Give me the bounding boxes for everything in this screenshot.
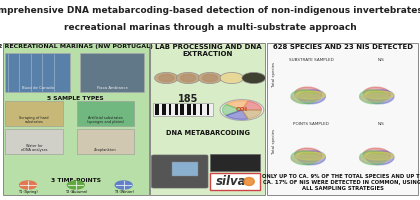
Circle shape bbox=[202, 74, 218, 82]
Ellipse shape bbox=[295, 87, 322, 101]
Text: Comprehensive DNA metabarcoding-based detection of non-indigenous invertebrates : Comprehensive DNA metabarcoding-based de… bbox=[0, 6, 420, 15]
Polygon shape bbox=[226, 110, 248, 119]
FancyBboxPatch shape bbox=[186, 104, 191, 115]
FancyBboxPatch shape bbox=[77, 129, 134, 154]
FancyBboxPatch shape bbox=[162, 104, 166, 115]
Circle shape bbox=[159, 74, 174, 82]
Ellipse shape bbox=[360, 90, 386, 104]
Text: NIS: NIS bbox=[378, 58, 385, 62]
Ellipse shape bbox=[360, 155, 389, 163]
Text: Total species: Total species bbox=[273, 62, 276, 87]
Text: DNA METABARCODING: DNA METABARCODING bbox=[166, 130, 250, 136]
Text: Total species: Total species bbox=[273, 129, 276, 154]
Circle shape bbox=[220, 100, 264, 120]
FancyBboxPatch shape bbox=[3, 43, 149, 195]
Ellipse shape bbox=[299, 151, 326, 165]
Ellipse shape bbox=[364, 152, 394, 160]
Text: Artificial substrates
(sponges and plates): Artificial substrates (sponges and plate… bbox=[87, 116, 124, 124]
Ellipse shape bbox=[367, 151, 394, 165]
Circle shape bbox=[20, 181, 37, 189]
FancyBboxPatch shape bbox=[77, 101, 134, 126]
FancyBboxPatch shape bbox=[210, 173, 260, 190]
Text: 3 TIME-POINTS: 3 TIME-POINTS bbox=[51, 178, 101, 183]
Ellipse shape bbox=[363, 148, 390, 162]
Text: Fiaxa Ambiance: Fiaxa Ambiance bbox=[97, 86, 128, 90]
Text: COI: COI bbox=[236, 107, 248, 112]
Text: T3 (Winter): T3 (Winter) bbox=[114, 190, 134, 194]
Text: NIS: NIS bbox=[378, 122, 385, 126]
Text: 5 SAMPLE TYPES: 5 SAMPLE TYPES bbox=[47, 96, 104, 101]
FancyBboxPatch shape bbox=[207, 104, 209, 115]
Ellipse shape bbox=[295, 148, 322, 162]
FancyBboxPatch shape bbox=[155, 104, 160, 115]
Polygon shape bbox=[242, 110, 262, 119]
Ellipse shape bbox=[291, 94, 321, 102]
Circle shape bbox=[155, 72, 178, 84]
Text: Water for
eDNA analyses: Water for eDNA analyses bbox=[21, 144, 47, 152]
Text: 2 RECREATIONAL MARINAS (NW PORTUGAL): 2 RECREATIONAL MARINAS (NW PORTUGAL) bbox=[0, 44, 153, 49]
FancyBboxPatch shape bbox=[267, 43, 418, 195]
Text: 185: 185 bbox=[178, 94, 199, 104]
Polygon shape bbox=[242, 101, 262, 110]
FancyBboxPatch shape bbox=[80, 53, 144, 92]
Ellipse shape bbox=[296, 91, 325, 99]
Ellipse shape bbox=[360, 151, 386, 165]
Text: T2 (Autumn): T2 (Autumn) bbox=[65, 190, 87, 194]
Ellipse shape bbox=[364, 91, 394, 99]
FancyBboxPatch shape bbox=[175, 104, 178, 115]
FancyBboxPatch shape bbox=[180, 104, 184, 115]
Ellipse shape bbox=[291, 90, 318, 104]
Text: LAB PROCESSING AND DNA
EXTRACTION: LAB PROCESSING AND DNA EXTRACTION bbox=[155, 44, 261, 57]
Ellipse shape bbox=[299, 90, 326, 104]
Text: 628 SPECIES AND 23 NIS DETECTED: 628 SPECIES AND 23 NIS DETECTED bbox=[273, 44, 412, 50]
FancyBboxPatch shape bbox=[200, 104, 202, 115]
Text: recreational marinas through a multi-substrate approach: recreational marinas through a multi-sub… bbox=[63, 23, 357, 32]
Circle shape bbox=[220, 72, 244, 84]
Polygon shape bbox=[226, 101, 248, 110]
Ellipse shape bbox=[291, 155, 321, 163]
Ellipse shape bbox=[296, 152, 325, 160]
FancyBboxPatch shape bbox=[153, 103, 213, 116]
Circle shape bbox=[181, 74, 196, 82]
Ellipse shape bbox=[291, 151, 318, 165]
Circle shape bbox=[198, 72, 222, 84]
Circle shape bbox=[176, 72, 200, 84]
Circle shape bbox=[242, 72, 265, 84]
FancyBboxPatch shape bbox=[150, 43, 265, 195]
FancyBboxPatch shape bbox=[5, 53, 70, 92]
Text: Zooplankton: Zooplankton bbox=[94, 148, 117, 152]
Text: SUBSTRATE SAMPLED: SUBSTRATE SAMPLED bbox=[289, 58, 333, 62]
Text: silva: silva bbox=[216, 175, 247, 188]
FancyBboxPatch shape bbox=[5, 101, 63, 126]
Circle shape bbox=[67, 181, 84, 189]
FancyBboxPatch shape bbox=[168, 104, 171, 115]
Text: ONLY UP TO CA. 9% OF THE TOTAL SPECIES AND UP TO
CA. 17% OF NIS WERE DETECTED IN: ONLY UP TO CA. 9% OF THE TOTAL SPECIES A… bbox=[262, 174, 420, 191]
Polygon shape bbox=[222, 104, 242, 116]
Text: Buxo de Canado: Buxo de Canado bbox=[22, 86, 54, 90]
Ellipse shape bbox=[244, 178, 255, 186]
Ellipse shape bbox=[360, 94, 389, 102]
Text: T1 (Spring): T1 (Spring) bbox=[18, 190, 38, 194]
Ellipse shape bbox=[367, 90, 394, 104]
FancyBboxPatch shape bbox=[152, 155, 208, 188]
Circle shape bbox=[115, 181, 132, 189]
Ellipse shape bbox=[363, 87, 390, 101]
FancyBboxPatch shape bbox=[193, 104, 196, 115]
FancyBboxPatch shape bbox=[171, 162, 199, 176]
FancyBboxPatch shape bbox=[210, 154, 260, 171]
FancyBboxPatch shape bbox=[5, 129, 63, 154]
Text: Scraping of hard
substrates: Scraping of hard substrates bbox=[19, 116, 49, 124]
Text: POINTS SAMPLED: POINTS SAMPLED bbox=[293, 122, 329, 126]
